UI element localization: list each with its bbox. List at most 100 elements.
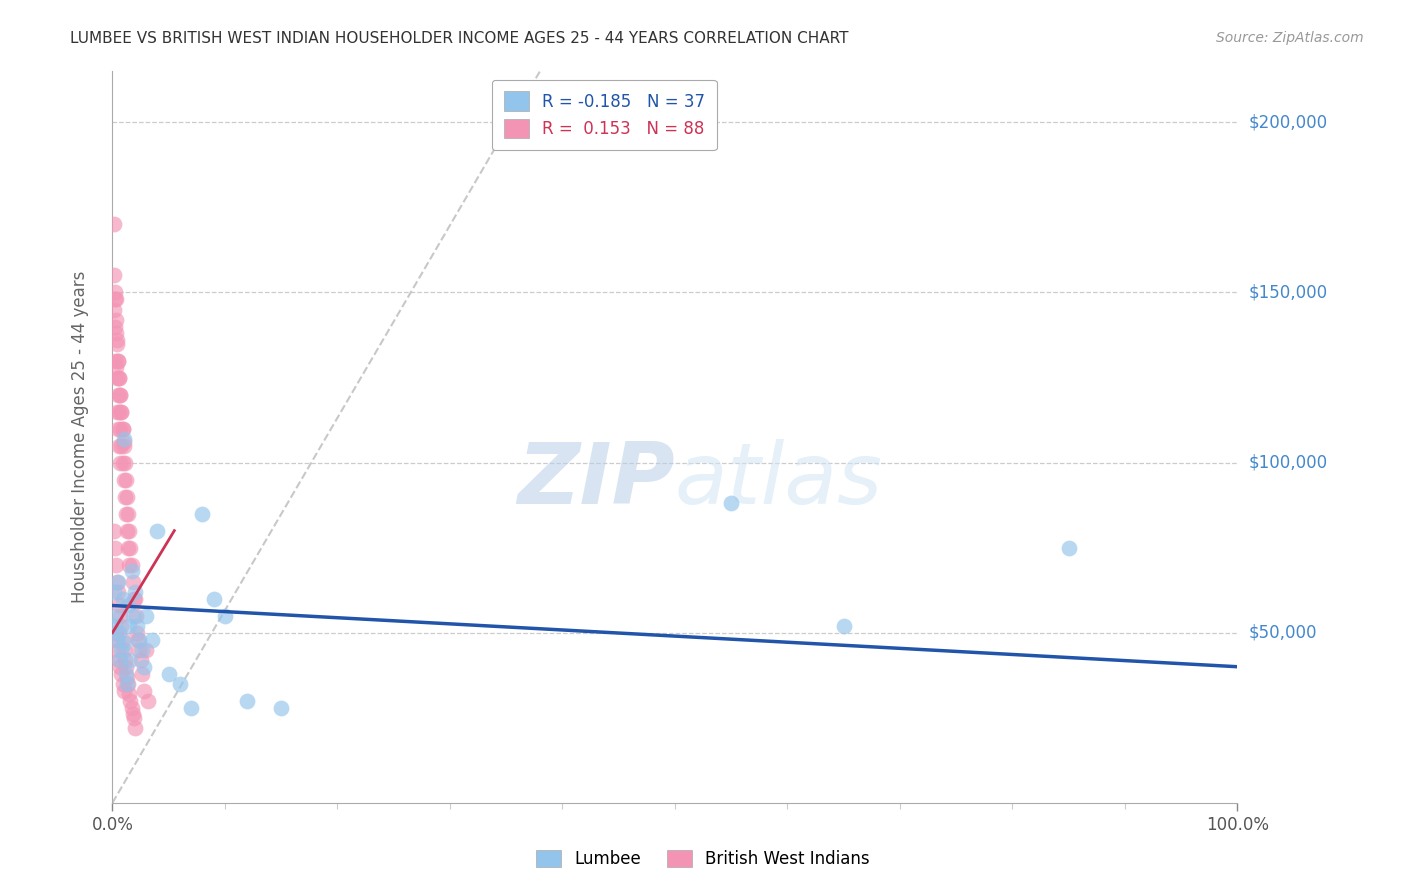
- Point: [180, 700, 202, 714]
- Point: [127, 632, 149, 647]
- Point: [132, 659, 155, 673]
- Point: [121, 707, 143, 722]
- Point: [122, 711, 145, 725]
- Point: [117, 677, 139, 691]
- Point: [110, 456, 132, 470]
- Point: [107, 585, 129, 599]
- Text: $150,000: $150,000: [1249, 284, 1327, 301]
- Point: [107, 574, 129, 589]
- Point: [103, 268, 125, 283]
- Point: [108, 599, 131, 613]
- Point: [141, 632, 163, 647]
- Point: [125, 608, 148, 623]
- Point: [107, 353, 129, 368]
- Point: [104, 625, 127, 640]
- Point: [105, 333, 128, 347]
- Point: [107, 642, 129, 657]
- Point: [131, 642, 153, 657]
- Point: [720, 496, 742, 510]
- Text: $200,000: $200,000: [1249, 113, 1327, 131]
- Point: [108, 370, 131, 384]
- Y-axis label: Householder Income Ages 25 - 44 years: Householder Income Ages 25 - 44 years: [70, 271, 89, 603]
- Point: [120, 541, 142, 555]
- Point: [112, 642, 135, 657]
- Point: [135, 642, 157, 657]
- Point: [110, 659, 132, 673]
- Point: [111, 591, 134, 606]
- Point: [124, 721, 146, 735]
- Point: [120, 694, 142, 708]
- Point: [236, 694, 259, 708]
- Point: [118, 687, 141, 701]
- Text: ZIP: ZIP: [517, 440, 675, 523]
- Point: [131, 666, 153, 681]
- Point: [115, 659, 138, 673]
- Point: [104, 285, 127, 300]
- Point: [110, 421, 132, 435]
- Point: [112, 439, 135, 453]
- Point: [104, 360, 127, 375]
- Point: [112, 432, 135, 446]
- Point: [105, 404, 128, 418]
- Point: [111, 677, 134, 691]
- Point: [110, 439, 132, 453]
- Point: [104, 293, 127, 307]
- Point: [114, 653, 136, 667]
- Point: [103, 585, 125, 599]
- Point: [103, 218, 125, 232]
- Point: [135, 608, 157, 623]
- Point: [115, 670, 138, 684]
- Point: [121, 565, 143, 579]
- Point: [110, 642, 132, 657]
- Point: [121, 558, 143, 572]
- Point: [132, 683, 155, 698]
- Point: [127, 619, 149, 633]
- Point: [117, 599, 139, 613]
- Point: [110, 387, 132, 401]
- Point: [107, 387, 129, 401]
- Point: [108, 625, 131, 640]
- Point: [107, 353, 129, 368]
- Point: [105, 370, 128, 384]
- Legend: Lumbee, British West Indians: Lumbee, British West Indians: [530, 843, 876, 875]
- Point: [108, 439, 131, 453]
- Point: [103, 302, 125, 317]
- Point: [157, 666, 180, 681]
- Point: [114, 456, 136, 470]
- Point: [108, 653, 131, 667]
- Point: [118, 558, 141, 572]
- Point: [121, 608, 143, 623]
- Point: [117, 507, 139, 521]
- Point: [832, 619, 855, 633]
- Point: [202, 591, 225, 606]
- Point: [146, 524, 169, 538]
- Point: [121, 700, 143, 714]
- Point: [128, 632, 150, 647]
- Point: [104, 558, 127, 572]
- Point: [103, 524, 125, 538]
- Point: [128, 642, 150, 657]
- Point: [115, 677, 138, 691]
- Text: LUMBEE VS BRITISH WEST INDIAN HOUSEHOLDER INCOME AGES 25 - 44 YEARS CORRELATION : LUMBEE VS BRITISH WEST INDIAN HOUSEHOLDE…: [70, 31, 849, 46]
- Point: [105, 632, 128, 647]
- Point: [118, 619, 141, 633]
- Point: [111, 632, 134, 647]
- Point: [115, 666, 138, 681]
- Point: [115, 490, 138, 504]
- Point: [105, 574, 128, 589]
- Point: [1057, 541, 1080, 555]
- Point: [104, 608, 127, 623]
- Point: [214, 608, 236, 623]
- Point: [115, 524, 138, 538]
- Point: [110, 619, 132, 633]
- Text: atlas: atlas: [675, 440, 883, 523]
- Point: [122, 591, 145, 606]
- Point: [191, 507, 214, 521]
- Point: [111, 456, 134, 470]
- Point: [112, 435, 135, 450]
- Point: [127, 625, 149, 640]
- Point: [110, 404, 132, 418]
- Point: [115, 473, 138, 487]
- Point: [112, 683, 135, 698]
- Point: [111, 421, 134, 435]
